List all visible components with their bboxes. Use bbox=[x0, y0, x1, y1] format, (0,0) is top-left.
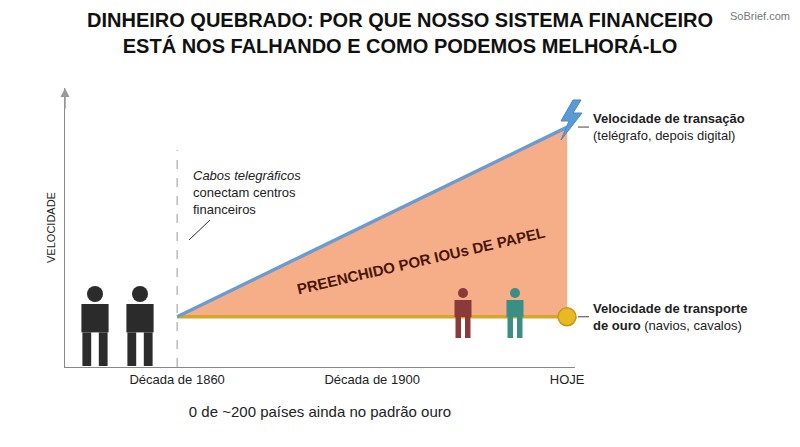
svg-text:0 de ~200 países ainda no padr: 0 de ~200 países ainda no padrão ouro bbox=[189, 403, 451, 420]
svg-text:VELOCIDADE: VELOCIDADE bbox=[45, 192, 57, 263]
svg-text:Cabos telegráficosconectam cen: Cabos telegráficosconectam centrosfinanc… bbox=[193, 168, 301, 217]
svg-text:HOJE: HOJE bbox=[550, 372, 585, 387]
svg-text:DINHEIRO QUEBRADO: POR QUE NOS: DINHEIRO QUEBRADO: POR QUE NOSSO SISTEMA… bbox=[87, 9, 713, 57]
svg-text:Década de 1860: Década de 1860 bbox=[129, 372, 224, 387]
svg-text:Década de 1900: Década de 1900 bbox=[324, 372, 419, 387]
svg-text:Velocidade de transação(telégr: Velocidade de transação(telégrafo, depoi… bbox=[593, 111, 745, 143]
svg-text:SoBrief.com: SoBrief.com bbox=[730, 10, 790, 22]
svg-text:PREENCHIDO POR IOUs DE PAPEL: PREENCHIDO POR IOUs DE PAPEL bbox=[295, 224, 546, 298]
svg-text:Velocidade de transportede our: Velocidade de transportede ouro (navios,… bbox=[593, 301, 748, 333]
